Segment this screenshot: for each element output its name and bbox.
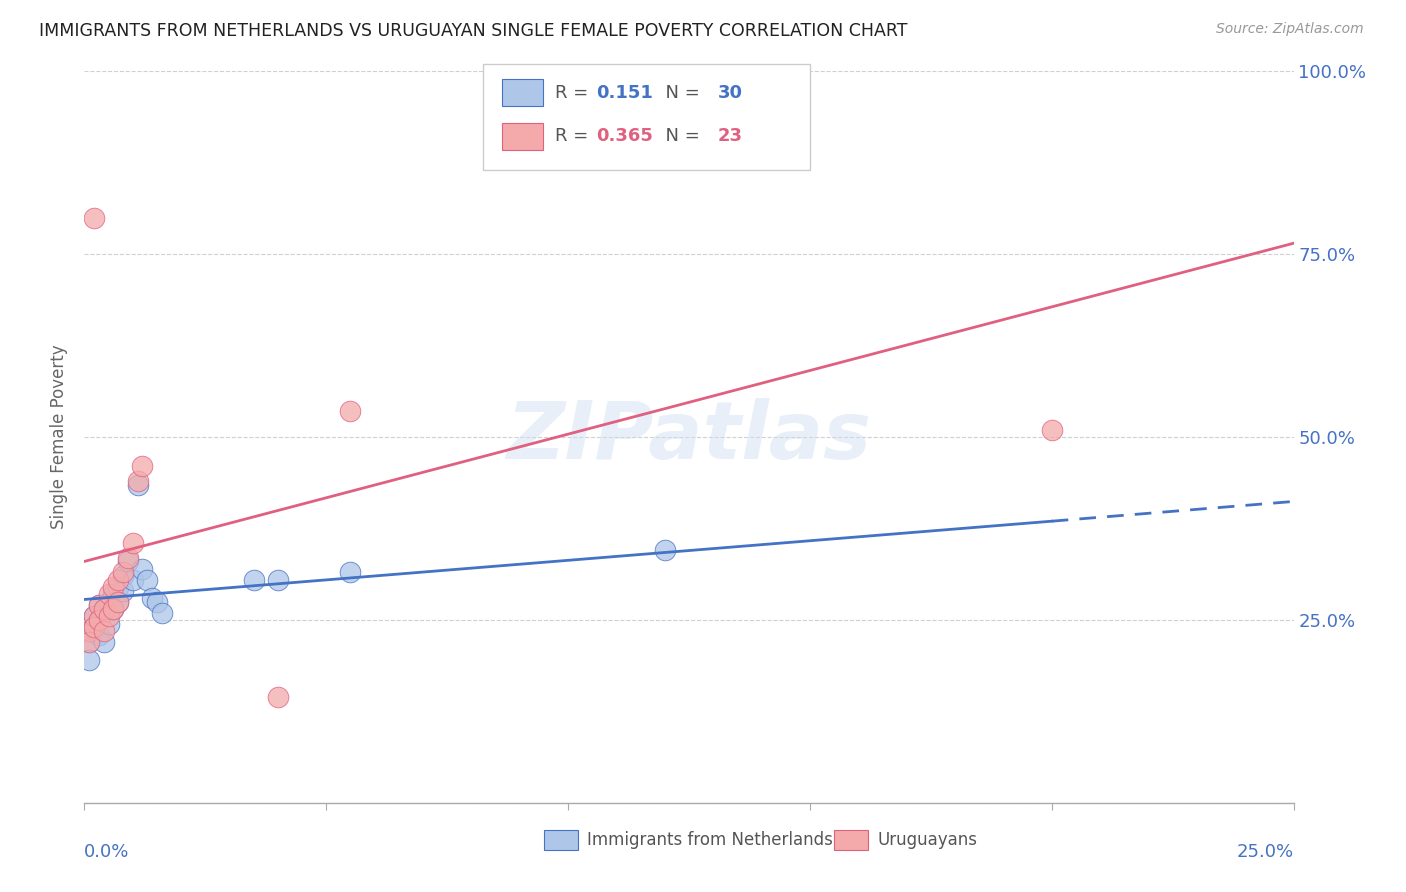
Point (267, 573, 290, 587)
FancyBboxPatch shape (544, 830, 578, 850)
Point (117, 554, 139, 568)
Point (127, 477, 149, 491)
Point (93, 602, 115, 616)
Point (131, 562, 153, 576)
Point (112, 583, 135, 598)
Point (97, 609, 120, 624)
Point (103, 602, 125, 616)
Point (77, 624, 100, 638)
Point (117, 550, 139, 565)
Point (103, 602, 125, 616)
Text: N =: N = (654, 84, 706, 102)
Point (77, 635, 100, 649)
Point (97, 616, 120, 631)
Text: IMMIGRANTS FROM NETHERLANDS VS URUGUAYAN SINGLE FEMALE POVERTY CORRELATION CHART: IMMIGRANTS FROM NETHERLANDS VS URUGUAYAN… (39, 22, 908, 40)
Text: 23: 23 (718, 128, 742, 145)
Point (136, 573, 159, 587)
Point (103, 587, 125, 601)
Point (1040, 423, 1063, 437)
Text: R =: R = (555, 128, 593, 145)
Point (131, 459, 153, 474)
Point (93, 624, 115, 638)
Point (107, 594, 129, 608)
Point (242, 573, 264, 587)
Text: Uruguayans: Uruguayans (877, 831, 977, 849)
Point (87, 613, 110, 627)
Point (77, 624, 100, 638)
Text: Source: ZipAtlas.com: Source: ZipAtlas.com (1216, 22, 1364, 37)
Point (83, 211, 105, 225)
Point (97, 587, 120, 601)
Point (339, 404, 361, 418)
Point (112, 569, 135, 583)
Point (77, 635, 100, 649)
Point (150, 606, 173, 620)
Point (83, 620, 105, 634)
Text: R =: R = (555, 84, 593, 102)
FancyBboxPatch shape (834, 830, 868, 850)
Text: Immigrants from Netherlands: Immigrants from Netherlands (588, 831, 834, 849)
Point (121, 573, 143, 587)
Point (83, 609, 105, 624)
Point (97, 594, 120, 608)
Point (83, 609, 105, 624)
Point (267, 690, 290, 704)
Point (107, 594, 129, 608)
FancyBboxPatch shape (502, 122, 543, 151)
Point (77, 653, 100, 667)
Point (339, 566, 361, 580)
Y-axis label: Single Female Poverty: Single Female Poverty (51, 345, 69, 529)
Point (87, 627, 110, 641)
Point (93, 602, 115, 616)
Point (127, 474, 149, 488)
Point (146, 594, 169, 608)
Point (107, 573, 129, 587)
Text: 25.0%: 25.0% (1236, 843, 1294, 861)
Point (93, 635, 115, 649)
Point (103, 580, 125, 594)
Text: 30: 30 (718, 84, 742, 102)
FancyBboxPatch shape (502, 78, 543, 106)
Text: 0.365: 0.365 (596, 128, 652, 145)
Point (107, 580, 129, 594)
Point (112, 566, 135, 580)
Text: N =: N = (654, 128, 706, 145)
Text: 0.151: 0.151 (596, 84, 652, 102)
FancyBboxPatch shape (484, 64, 810, 170)
Point (141, 591, 163, 605)
Point (654, 543, 676, 558)
Point (83, 620, 105, 634)
Text: 0.0%: 0.0% (84, 843, 129, 861)
Point (121, 536, 143, 550)
Point (87, 613, 110, 627)
Text: ZIPatlas: ZIPatlas (506, 398, 872, 476)
Point (87, 599, 110, 613)
Point (87, 599, 110, 613)
